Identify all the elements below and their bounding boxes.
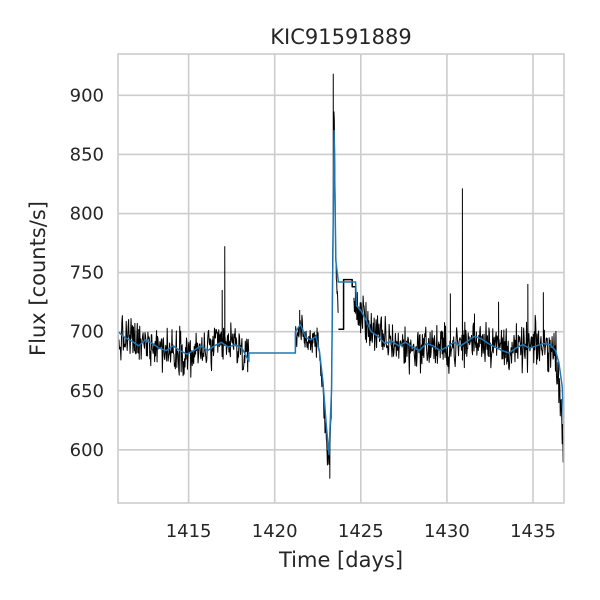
series-layer: [118, 73, 564, 479]
x-tick-label: 1415: [166, 521, 212, 542]
raw-flux-line-0: [118, 246, 250, 378]
x-axis-label: Time [days]: [278, 548, 403, 572]
y-axis-label: Flux [counts/s]: [26, 201, 50, 356]
x-tick-label: 1430: [424, 521, 470, 542]
y-tick-label: 750: [70, 263, 104, 284]
raw-flux-line-2: [353, 188, 564, 463]
x-tick-labels: 1415 1420 1425 1430 1435: [166, 521, 556, 542]
chart-title: KIC91591889: [270, 25, 412, 49]
y-tick-label: 650: [70, 381, 104, 402]
y-tick-label: 900: [70, 85, 104, 106]
x-tick-label: 1435: [510, 521, 556, 542]
y-tick-label: 850: [70, 144, 104, 165]
y-tick-labels: 600 650 700 750 800 850 900: [70, 85, 104, 460]
grid-lines: [118, 54, 564, 503]
plot-area: [118, 73, 564, 479]
x-tick-label: 1425: [338, 521, 384, 542]
y-tick-label: 800: [70, 204, 104, 225]
x-tick-label: 1420: [252, 521, 298, 542]
y-tick-label: 600: [70, 440, 104, 461]
y-tick-label: 700: [70, 322, 104, 343]
axes-frame: [117, 53, 565, 504]
smoothed-flux-line: [118, 130, 564, 456]
